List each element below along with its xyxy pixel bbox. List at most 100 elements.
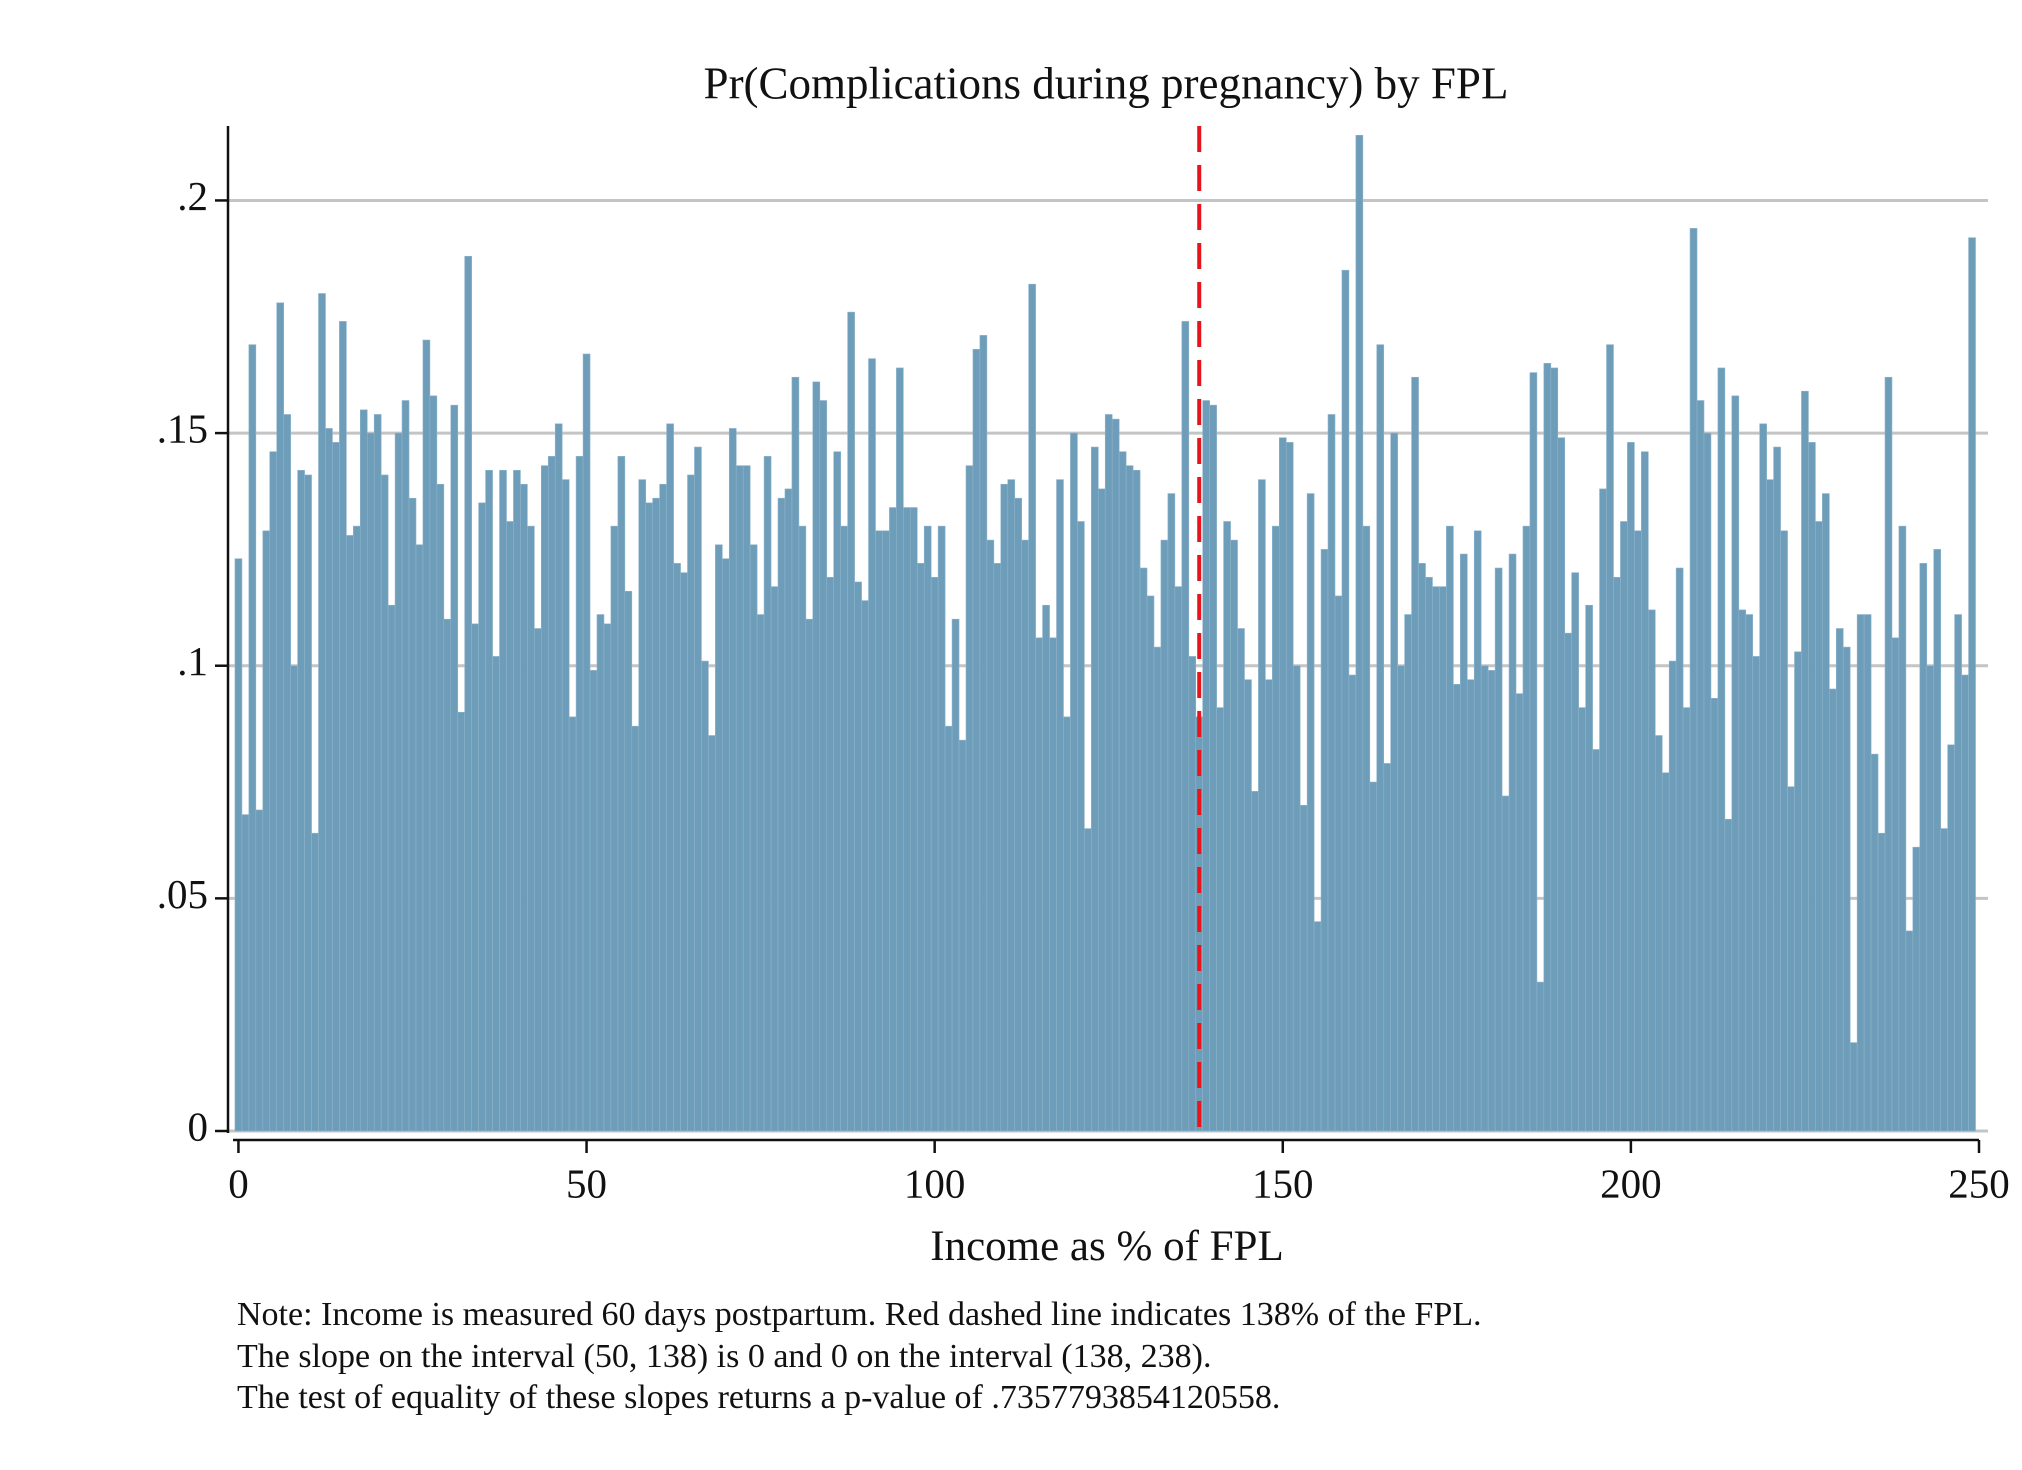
bar [471, 623, 479, 1132]
bar [742, 465, 751, 1132]
bar [1063, 716, 1071, 1132]
bar [1682, 707, 1691, 1132]
bar [1703, 432, 1712, 1132]
bar [1835, 628, 1844, 1132]
bar [332, 442, 340, 1132]
bar [408, 497, 417, 1132]
bar [1042, 604, 1050, 1132]
bar [1369, 781, 1378, 1132]
bar [1278, 437, 1287, 1132]
bar [1877, 832, 1886, 1132]
bar [1460, 553, 1468, 1132]
bar [290, 665, 298, 1132]
bar [1473, 530, 1482, 1132]
bar [1738, 609, 1747, 1132]
bar [1856, 614, 1865, 1132]
bar [541, 465, 549, 1132]
note: The test of equality of these slopes ret… [237, 1379, 1280, 1416]
bar [868, 358, 876, 1132]
bar [805, 618, 814, 1132]
bar [1752, 656, 1760, 1132]
bar [1745, 614, 1754, 1132]
bar [1661, 772, 1670, 1132]
bar [1070, 432, 1078, 1132]
bar [1049, 637, 1057, 1132]
bar [791, 376, 800, 1132]
bar [1258, 479, 1266, 1132]
bar [1529, 372, 1538, 1132]
note: Note: Income is measured 60 days postpar… [237, 1296, 1482, 1333]
bar [262, 530, 271, 1132]
bar [1731, 395, 1740, 1132]
x-tick-label: 150 [1252, 1160, 1314, 1206]
bar [283, 414, 291, 1132]
bar [1794, 651, 1802, 1132]
bar [547, 456, 556, 1132]
bar [1592, 749, 1600, 1132]
bar [1571, 572, 1579, 1132]
bar [882, 530, 890, 1132]
bar [1035, 637, 1043, 1132]
bar [1536, 981, 1545, 1132]
bar [1947, 744, 1955, 1132]
bar [1237, 628, 1245, 1132]
bar [506, 521, 514, 1132]
bar [325, 428, 333, 1132]
bar [708, 735, 716, 1132]
bar [1146, 595, 1155, 1132]
bar [930, 577, 939, 1132]
bar [394, 432, 403, 1132]
bar [1508, 553, 1517, 1132]
bar [1056, 479, 1064, 1132]
bar [756, 614, 765, 1132]
bar [1849, 1042, 1858, 1132]
bar [861, 600, 869, 1132]
bar [1641, 451, 1649, 1132]
bar [889, 507, 897, 1132]
bar [1097, 488, 1106, 1132]
bar [1446, 525, 1454, 1132]
bar [520, 483, 528, 1132]
bar [1480, 665, 1489, 1132]
bar [617, 456, 626, 1132]
bar [1905, 930, 1914, 1132]
bar [1181, 321, 1190, 1132]
bar [909, 507, 918, 1132]
bar [923, 525, 932, 1132]
bar [1940, 828, 1948, 1132]
x-tick-label: 250 [1948, 1160, 2010, 1206]
bar [951, 618, 960, 1132]
bar [1104, 414, 1113, 1132]
bar [1717, 367, 1726, 1132]
bar [248, 344, 257, 1132]
bar [1084, 828, 1092, 1132]
bar [1585, 604, 1593, 1132]
y-tick-label: .2 [177, 173, 208, 219]
bar [1285, 442, 1294, 1132]
bar [1111, 418, 1120, 1132]
bar [1494, 567, 1503, 1132]
bar [722, 558, 730, 1132]
bar [415, 544, 424, 1132]
bar [1320, 549, 1329, 1132]
bar [311, 832, 319, 1132]
bar [1933, 549, 1942, 1132]
bar [1244, 679, 1252, 1132]
bar [457, 711, 466, 1132]
bar [478, 502, 486, 1132]
bar [534, 628, 542, 1132]
bar [1675, 567, 1684, 1132]
x-tick-label: 0 [228, 1160, 249, 1206]
bar [1077, 521, 1085, 1132]
bar [485, 470, 493, 1132]
bar [1132, 470, 1141, 1132]
bar [582, 353, 591, 1132]
bar [318, 293, 326, 1132]
chart-title: Pr(Complications during pregnancy) by FP… [704, 58, 1509, 108]
bar [1968, 237, 1976, 1132]
bar [958, 739, 967, 1132]
bar [1174, 586, 1183, 1132]
bar [1829, 688, 1837, 1132]
bar [1515, 693, 1524, 1132]
